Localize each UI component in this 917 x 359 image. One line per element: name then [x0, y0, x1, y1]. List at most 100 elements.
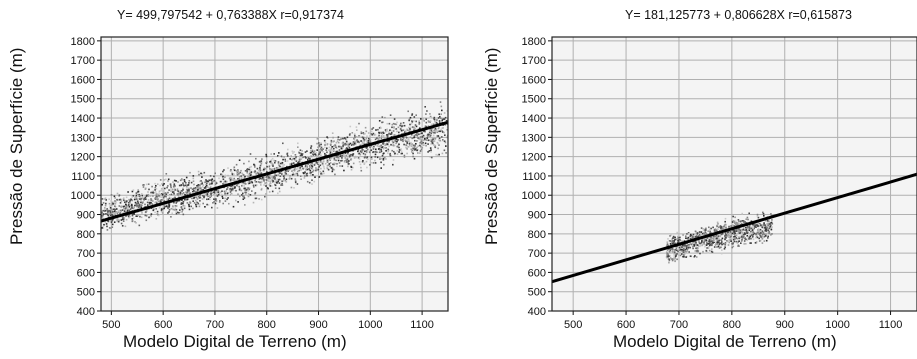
data-point [309, 169, 312, 172]
data-point [374, 162, 377, 164]
data-point [400, 127, 402, 129]
data-point [309, 157, 311, 160]
data-point [741, 237, 744, 239]
data-point [437, 127, 440, 130]
data-point [712, 235, 714, 237]
data-point [755, 233, 757, 235]
data-point [427, 125, 430, 127]
data-point [763, 228, 765, 230]
data-point [746, 226, 748, 229]
data-point [369, 151, 371, 154]
x-tick-label: 800 [258, 319, 276, 331]
data-point [199, 185, 201, 187]
data-point [104, 207, 106, 209]
data-point [205, 183, 207, 186]
data-point [365, 138, 368, 141]
data-point [386, 128, 388, 130]
data-point [178, 199, 181, 202]
data-point [248, 194, 250, 197]
data-point [676, 249, 678, 252]
data-point [215, 182, 218, 184]
data-point [126, 208, 128, 210]
data-point [155, 195, 158, 198]
data-point [381, 133, 384, 136]
data-point [293, 151, 295, 153]
data-point [429, 120, 432, 122]
data-point [110, 204, 113, 207]
data-point [439, 115, 441, 118]
data-point [145, 210, 148, 212]
data-point [333, 168, 336, 171]
data-point [759, 234, 761, 237]
data-point [398, 131, 400, 134]
data-point [735, 230, 738, 232]
data-point [767, 223, 770, 226]
data-point [133, 213, 135, 215]
data-point [179, 179, 182, 182]
data-point [711, 240, 713, 242]
data-point [175, 211, 177, 213]
data-point [425, 118, 427, 120]
data-point [674, 260, 676, 263]
data-point [747, 231, 750, 234]
data-point [254, 180, 256, 183]
data-point [178, 184, 181, 187]
data-point [291, 173, 294, 176]
data-point [674, 257, 676, 259]
data-point [128, 216, 130, 219]
data-point [326, 159, 329, 162]
data-point [733, 240, 736, 243]
data-point [724, 237, 726, 240]
data-point [199, 200, 201, 202]
data-point [202, 202, 204, 205]
data-point [330, 141, 333, 143]
data-point [356, 129, 358, 131]
plot-area [552, 37, 917, 311]
data-point [308, 181, 311, 184]
data-point [756, 224, 758, 226]
data-point [328, 163, 331, 165]
data-point [402, 122, 405, 124]
data-point [155, 218, 158, 220]
data-point [295, 157, 297, 159]
data-point [692, 241, 695, 243]
data-point [758, 233, 761, 235]
data-point [215, 200, 218, 202]
data-point [686, 233, 688, 235]
data-point [412, 146, 414, 148]
data-point [724, 235, 726, 237]
data-point [111, 219, 114, 221]
data-point [184, 198, 186, 201]
data-point [392, 141, 395, 144]
data-point [679, 236, 681, 239]
data-point [769, 222, 771, 225]
data-point [247, 195, 250, 198]
data-point [430, 140, 433, 142]
y-tick-label: 600 [528, 267, 546, 279]
data-point [137, 190, 140, 193]
data-point [770, 228, 773, 231]
data-point [289, 174, 291, 177]
data-point [726, 234, 729, 237]
data-point [400, 123, 403, 126]
data-point [241, 172, 243, 175]
data-point [390, 144, 392, 146]
data-point [676, 258, 678, 261]
data-point [282, 158, 284, 161]
data-point [182, 182, 184, 184]
data-point [733, 220, 736, 223]
data-point [433, 139, 436, 141]
data-point [388, 145, 390, 148]
data-point [761, 237, 764, 240]
data-point [380, 150, 383, 153]
data-point [756, 213, 759, 216]
data-point [668, 260, 670, 263]
data-point [284, 179, 287, 182]
data-point [243, 197, 246, 199]
data-point [728, 239, 730, 242]
data-point [680, 250, 683, 252]
data-point [409, 128, 411, 130]
data-point [330, 143, 332, 145]
data-point [231, 173, 234, 175]
data-point [266, 165, 268, 168]
